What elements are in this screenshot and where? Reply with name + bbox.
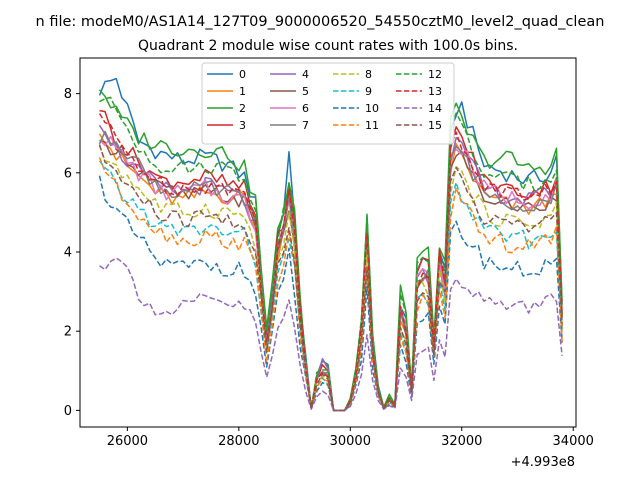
y-tick-label: 2 bbox=[64, 325, 72, 340]
legend-label-9: 9 bbox=[365, 85, 372, 98]
x-tick-label: 34000 bbox=[553, 434, 594, 449]
legend-label-1: 1 bbox=[239, 85, 246, 98]
legend-label-11: 11 bbox=[365, 119, 379, 132]
legend-label-5: 5 bbox=[302, 85, 309, 98]
legend-label-14: 14 bbox=[428, 102, 442, 115]
legend-label-2: 2 bbox=[239, 102, 246, 115]
legend-label-12: 12 bbox=[428, 68, 442, 81]
legend-label-15: 15 bbox=[428, 119, 442, 132]
legend-label-3: 3 bbox=[239, 119, 246, 132]
series-line-10 bbox=[98, 175, 563, 412]
legend-label-7: 7 bbox=[302, 119, 309, 132]
y-tick-label: 8 bbox=[64, 87, 72, 102]
y-tick-label: 6 bbox=[64, 166, 72, 181]
legend-box bbox=[201, 62, 455, 145]
chart-title: Quadrant 2 module wise count rates with … bbox=[138, 38, 518, 54]
legend-label-4: 4 bbox=[302, 68, 309, 81]
legend-label-13: 13 bbox=[428, 85, 442, 98]
y-tick-label: 4 bbox=[64, 246, 72, 261]
series-line-13 bbox=[98, 113, 563, 412]
legend-label-0: 0 bbox=[239, 68, 246, 81]
series-line-9 bbox=[98, 160, 563, 412]
x-tick-label: 28000 bbox=[218, 434, 259, 449]
y-tick-label: 0 bbox=[64, 404, 72, 419]
legend-label-6: 6 bbox=[302, 102, 309, 115]
series-lines bbox=[98, 77, 563, 412]
legend-label-8: 8 bbox=[365, 68, 372, 81]
series-line-15 bbox=[98, 144, 563, 412]
axes: 26000 28000 30000 32000 34000 0 2 4 6 8 bbox=[64, 57, 594, 449]
figure-suptitle: n file: modeM0/AS1A14_127T09_9000006520_… bbox=[36, 14, 605, 30]
legend-label-10: 10 bbox=[365, 102, 379, 115]
x-tick-label: 32000 bbox=[441, 434, 482, 449]
series-line-14 bbox=[99, 257, 563, 412]
axes-frame bbox=[79, 57, 577, 428]
x-offset-label: +4.993e8 bbox=[511, 455, 575, 470]
x-tick-label: 26000 bbox=[107, 434, 148, 449]
x-tick-label: 30000 bbox=[330, 434, 371, 449]
